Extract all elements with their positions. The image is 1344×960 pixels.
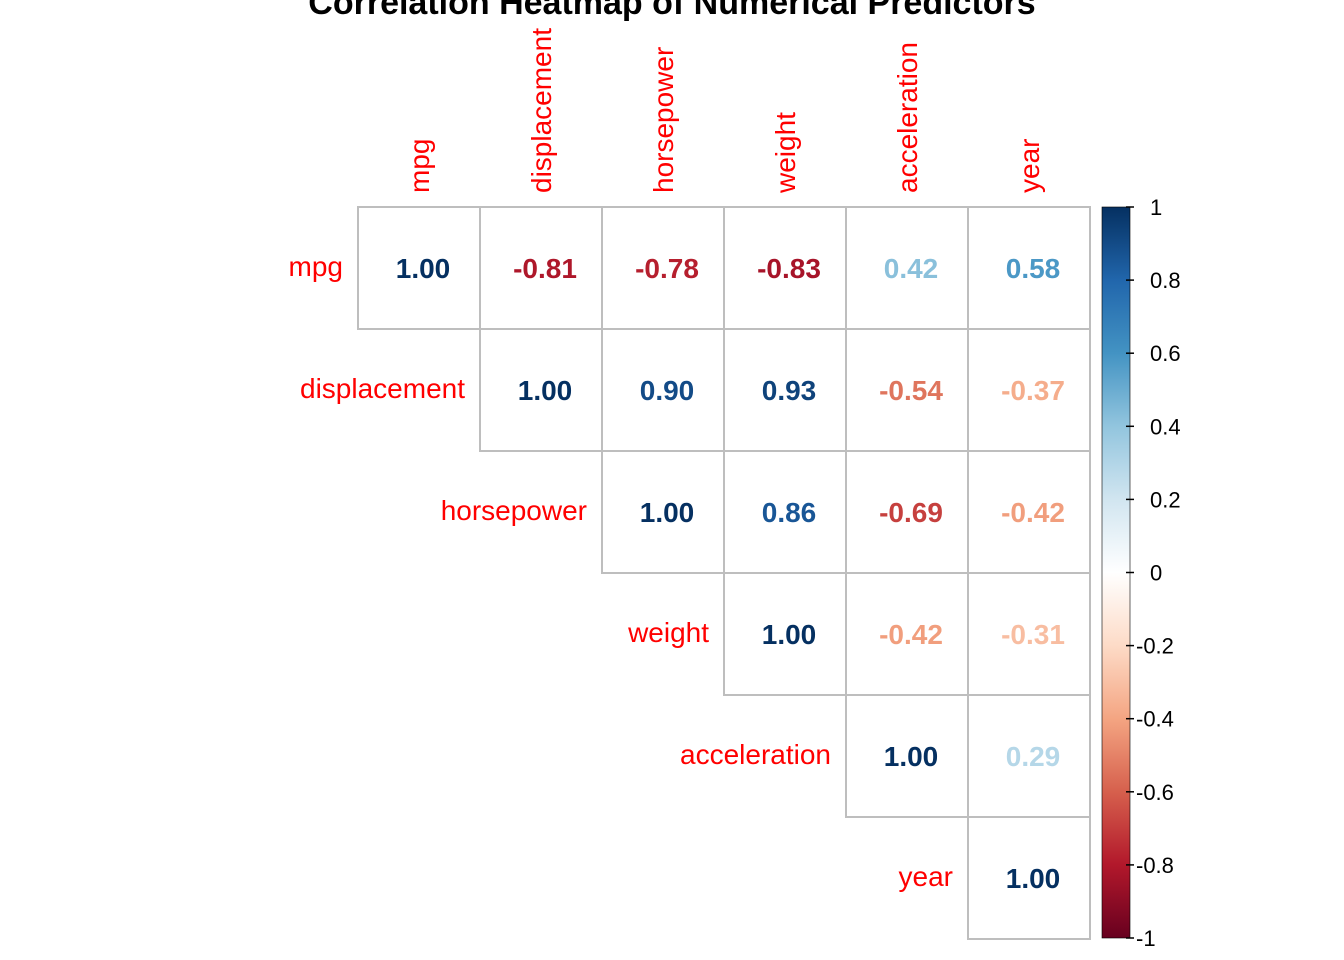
cell-weight-weight (723, 572, 847, 696)
colorbar-ticks: 1 0.8 0.6 0.4 0.2 0 -0.2 -0.4 -0.6 -0.8 -1 (1101, 195, 1181, 951)
row-label-acceleration: acceleration (680, 739, 831, 770)
cell-value-acceleration-year: 0.29 (1006, 741, 1061, 772)
cell-horsepower-weight (723, 450, 847, 574)
cell-horsepower-year (967, 450, 1091, 574)
cell-weight-acceleration (845, 572, 969, 696)
colorbar-tick-label: 0.6 (1150, 341, 1181, 366)
cell-value-weight-weight: 1.00 (762, 619, 817, 650)
row-label-year: year (899, 861, 953, 892)
cell-value-displacement-horsepower: 0.90 (640, 375, 695, 406)
colorbar-tick-label: 1 (1150, 195, 1162, 220)
cell-value-horsepower-weight: 0.86 (762, 497, 817, 528)
cell-value-mpg-year: 0.58 (1006, 253, 1061, 284)
colorbar-gradient (1102, 207, 1130, 938)
cell-value-weight-year: -0.31 (1001, 619, 1065, 650)
cell-horsepower-horsepower (601, 450, 725, 574)
cell-value-mpg-mpg: 1.00 (396, 253, 451, 284)
cell-value-mpg-acceleration: 0.42 (884, 253, 939, 284)
cell-value-mpg-weight: -0.83 (757, 253, 821, 284)
cell-horsepower-acceleration (845, 450, 969, 574)
column-label-weight: weight (770, 112, 801, 194)
row-label-displacement: displacement (300, 373, 465, 404)
cell-value-displacement-year: -0.37 (1001, 375, 1065, 406)
cell-mpg-year (967, 206, 1091, 330)
colorbar: 1 0.8 0.6 0.4 0.2 0 -0.2 -0.4 -0.6 -0.8 -1 (1101, 195, 1181, 951)
cell-value-horsepower-year: -0.42 (1001, 497, 1065, 528)
cell-value-displacement-acceleration: -0.54 (879, 375, 943, 406)
cell-value-weight-acceleration: -0.42 (879, 619, 943, 650)
cell-value-displacement-weight: 0.93 (762, 375, 817, 406)
column-label-horsepower: horsepower (648, 47, 679, 193)
colorbar-tick-label: -0.4 (1136, 707, 1174, 732)
colorbar-tick-label: 0.4 (1150, 414, 1181, 439)
cell-mpg-displacement (479, 206, 603, 330)
cell-displacement-acceleration (845, 328, 969, 452)
cell-displacement-horsepower (601, 328, 725, 452)
row-label-weight: weight (627, 617, 709, 648)
row-labels: mpg displacement horsepower weight accelerat… (289, 251, 953, 892)
column-label-mpg: mpg (404, 139, 435, 193)
heatmap-cells: 1.00 -0.81 -0.78 -0.83 0.42 0.58 1.00 0.90 0.93 -… (357, 206, 1091, 940)
cell-value-horsepower-acceleration: -0.69 (879, 497, 943, 528)
cell-value-displacement-displacement: 1.00 (518, 375, 573, 406)
cell-value-horsepower-horsepower: 1.00 (640, 497, 695, 528)
cell-displacement-year (967, 328, 1091, 452)
colorbar-tick-label: -0.2 (1136, 634, 1174, 659)
cell-value-year-year: 1.00 (1006, 863, 1061, 894)
column-labels: mpg displacement horsepower weight accelerat… (404, 28, 1045, 194)
cell-mpg-horsepower (601, 206, 725, 330)
cell-year-year (967, 816, 1091, 940)
colorbar-tick-label: 0 (1150, 561, 1162, 586)
chart-title: Correlation Heatmap of Numerical Predict… (308, 0, 1035, 22)
column-label-year: year (1014, 139, 1045, 193)
column-label-acceleration: acceleration (892, 42, 923, 193)
column-label-displacement: displacement (526, 28, 557, 193)
row-label-mpg: mpg (289, 251, 343, 282)
cell-mpg-weight (723, 206, 847, 330)
cell-acceleration-acceleration (845, 694, 969, 818)
cell-mpg-mpg (357, 206, 481, 330)
cell-weight-year (967, 572, 1091, 696)
row-label-horsepower: horsepower (441, 495, 587, 526)
colorbar-tick-label: -1 (1136, 926, 1156, 951)
colorbar-tick-label: 0.8 (1150, 268, 1181, 293)
cell-value-mpg-displacement: -0.81 (513, 253, 577, 284)
colorbar-tick-label: -0.6 (1136, 780, 1174, 805)
colorbar-tick-label: -0.8 (1136, 853, 1174, 878)
colorbar-tick-label: 0.2 (1150, 487, 1181, 512)
cell-value-mpg-horsepower: -0.78 (635, 253, 699, 284)
cell-value-acceleration-acceleration: 1.00 (884, 741, 939, 772)
